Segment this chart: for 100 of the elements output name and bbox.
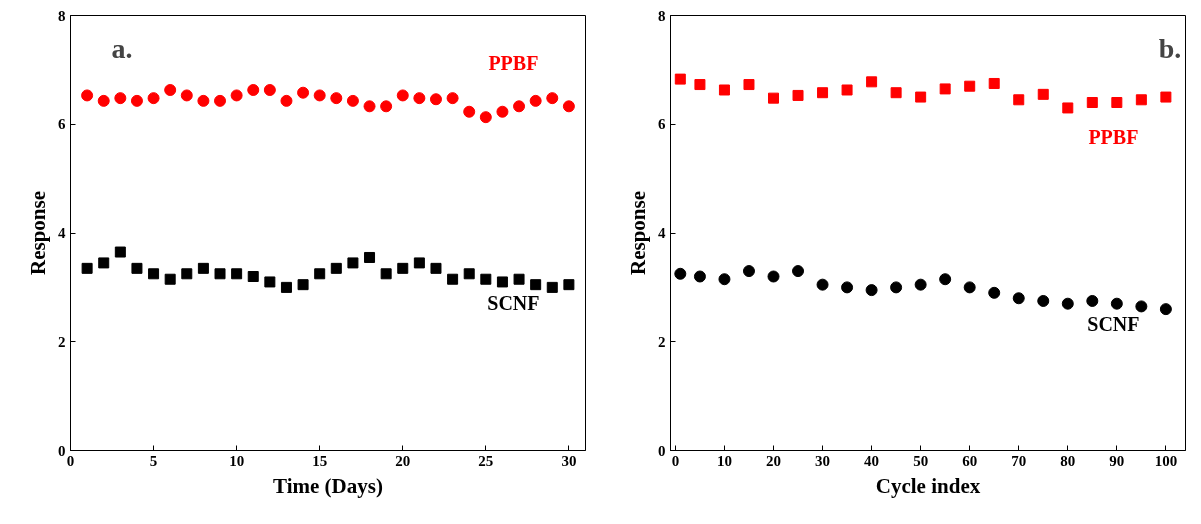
- x-tick-label: 50: [913, 452, 929, 469]
- point: [247, 271, 259, 282]
- point: [1012, 292, 1025, 305]
- point: [1061, 297, 1074, 310]
- point: [463, 105, 476, 118]
- point: [988, 77, 1000, 89]
- point: [197, 94, 210, 107]
- point: [347, 257, 359, 269]
- point: [546, 281, 558, 293]
- point: [98, 257, 110, 269]
- x-tick-label: 90: [1109, 452, 1125, 469]
- point: [816, 278, 829, 291]
- y-axis-title: Response: [626, 190, 650, 276]
- point: [718, 84, 730, 96]
- point: [742, 265, 755, 278]
- point: [546, 92, 559, 105]
- point: [148, 268, 160, 280]
- point: [231, 268, 243, 280]
- point: [841, 281, 854, 294]
- point: [346, 94, 359, 107]
- point: [97, 94, 110, 107]
- annotation: a.: [111, 32, 133, 64]
- point: [841, 84, 853, 96]
- point: [513, 100, 526, 113]
- point: [1086, 97, 1098, 108]
- x-tick-label: 15: [312, 452, 328, 469]
- point: [939, 273, 952, 286]
- point: [330, 92, 343, 105]
- point: [314, 268, 326, 280]
- annotation: b.: [1158, 32, 1182, 64]
- point: [330, 262, 342, 274]
- point: [768, 92, 779, 104]
- x-axis-title: Time (Days): [273, 473, 383, 498]
- point: [380, 100, 393, 113]
- point: [817, 87, 829, 99]
- x-tick-label: 100: [1154, 452, 1178, 469]
- x-tick-label: 5: [149, 452, 158, 469]
- point: [563, 279, 575, 291]
- y-tick-label: 8: [658, 7, 666, 24]
- point: [297, 279, 309, 291]
- point: [280, 281, 292, 293]
- point: [463, 268, 475, 280]
- x-tick-label: 70: [1011, 452, 1027, 469]
- point: [363, 100, 376, 113]
- point: [114, 92, 127, 105]
- y-tick-label: 6: [58, 116, 66, 133]
- point: [915, 91, 927, 103]
- x-axis-title: Cycle index: [875, 473, 981, 498]
- point: [964, 80, 976, 92]
- y-tick-label: 6: [658, 116, 666, 133]
- point: [865, 284, 878, 297]
- point: [890, 87, 902, 99]
- point: [446, 92, 459, 105]
- point: [264, 276, 276, 288]
- point: [562, 100, 575, 113]
- point: [674, 73, 686, 85]
- point: [164, 273, 176, 285]
- point: [413, 257, 425, 269]
- point: [1037, 88, 1049, 100]
- point: [429, 93, 442, 106]
- point: [1086, 294, 1099, 307]
- y-tick-label: 4: [658, 225, 666, 241]
- series-label: SCNF: [487, 291, 540, 314]
- point: [81, 262, 93, 274]
- point: [963, 281, 976, 294]
- point: [364, 251, 376, 263]
- x-tick-label: 30: [815, 452, 831, 469]
- x-tick-label: 20: [766, 452, 781, 469]
- point: [1062, 102, 1074, 114]
- x-tick-label: 60: [962, 452, 978, 469]
- point: [313, 89, 326, 102]
- point: [297, 86, 310, 99]
- point: [743, 79, 755, 91]
- x-tick-label: 0: [671, 452, 680, 469]
- point: [247, 84, 260, 96]
- point: [396, 89, 409, 102]
- point: [988, 286, 1001, 299]
- series-label: PPBF: [488, 52, 539, 75]
- point: [513, 273, 525, 285]
- point: [81, 89, 94, 102]
- point: [180, 89, 193, 102]
- point: [181, 268, 193, 280]
- point: [1037, 294, 1050, 307]
- point: [529, 94, 542, 107]
- x-tick-label: 40: [864, 452, 880, 469]
- point: [214, 268, 226, 280]
- series-label: SCNF: [1087, 313, 1140, 336]
- point: [530, 279, 542, 291]
- point: [397, 262, 409, 274]
- point: [280, 94, 293, 107]
- point: [147, 92, 160, 105]
- point: [693, 270, 706, 283]
- point: [263, 84, 276, 96]
- point: [792, 89, 804, 101]
- point: [164, 84, 177, 96]
- point: [131, 262, 143, 274]
- point: [430, 262, 442, 274]
- point: [914, 278, 927, 291]
- point: [792, 265, 805, 278]
- point: [130, 94, 143, 107]
